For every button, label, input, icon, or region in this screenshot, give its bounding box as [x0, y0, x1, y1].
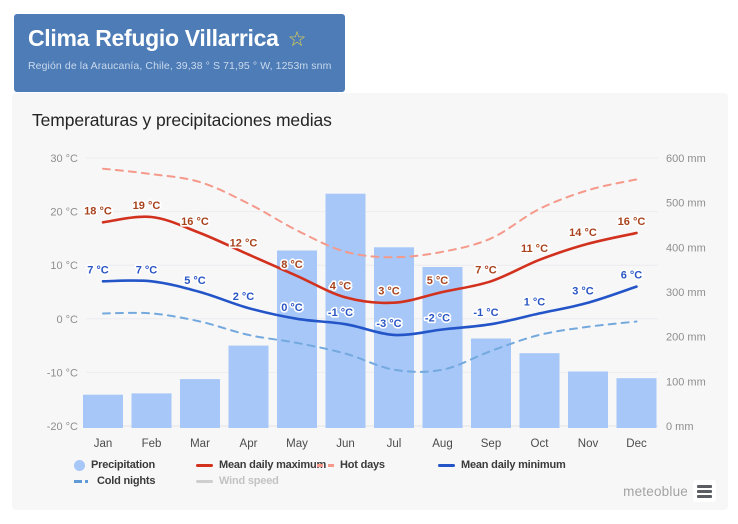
- legend-item-wind-speed[interactable]: Wind speed: [196, 475, 279, 487]
- legend-label: Mean daily minimum: [461, 459, 566, 471]
- location-subtitle: Región de la Araucanía, Chile, 39,38 ° S…: [28, 59, 332, 72]
- menu-button[interactable]: [693, 480, 716, 502]
- cold-nights-marker-icon: [74, 479, 91, 483]
- legend-item-mean-daily-minimum[interactable]: Mean daily minimum: [438, 459, 566, 471]
- max-line-marker-icon: [196, 463, 213, 467]
- legend-label: Mean daily maximum: [219, 459, 327, 471]
- meteoblue-logo[interactable]: meteoblue: [623, 484, 688, 499]
- legend-item-cold-nights[interactable]: Cold nights: [74, 475, 155, 487]
- legend-label: Wind speed: [219, 475, 279, 487]
- legend-item-precipitation[interactable]: Precipitation: [74, 459, 155, 471]
- chart-card: Temperaturas y precipitaciones medias: [12, 93, 728, 510]
- favorite-star-icon[interactable]: ☆: [287, 28, 307, 52]
- hamburger-icon: [697, 489, 712, 493]
- chart-title: Temperaturas y precipitaciones medias: [32, 110, 332, 130]
- location-header: Clima Refugio Villarrica ☆ Región de la …: [14, 14, 345, 92]
- hamburger-icon: [697, 484, 712, 488]
- legend-label: Cold nights: [97, 475, 156, 487]
- legend-label: Hot days: [340, 459, 385, 471]
- legend-label: Precipitation: [91, 459, 156, 471]
- chart-legend: Precipitation Mean daily maximum Hot day…: [74, 459, 694, 493]
- hot-days-marker-icon: [317, 463, 334, 467]
- location-title: Clima Refugio Villarrica: [28, 25, 279, 51]
- legend-item-mean-daily-maximum[interactable]: Mean daily maximum: [196, 459, 326, 471]
- precipitation-marker-icon: [74, 459, 85, 471]
- hamburger-icon: [697, 494, 712, 498]
- wind-speed-marker-icon: [196, 479, 213, 483]
- min-line-marker-icon: [438, 463, 455, 467]
- legend-item-hot-days[interactable]: Hot days: [317, 459, 385, 471]
